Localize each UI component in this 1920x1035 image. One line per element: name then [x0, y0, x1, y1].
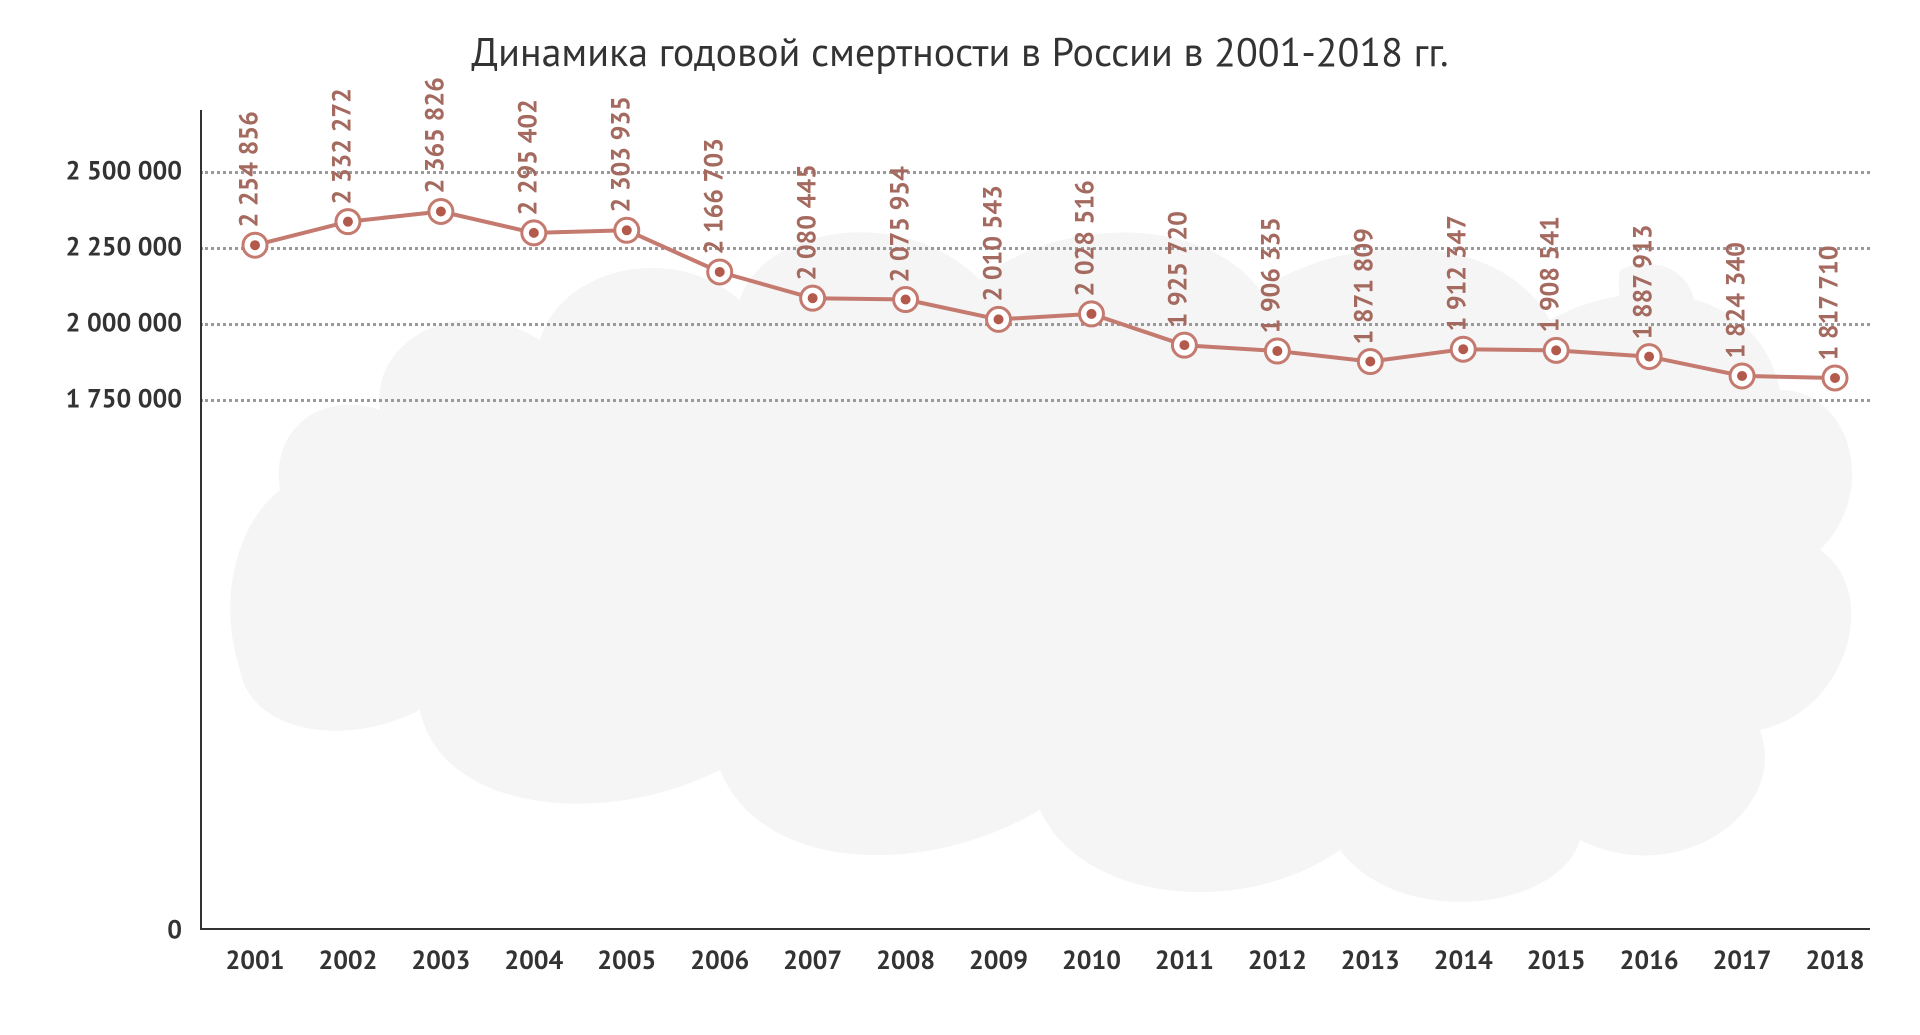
x-tick-label: 2007	[783, 944, 842, 977]
point-value-label: 1 906 335	[1255, 217, 1288, 333]
data-point	[801, 286, 825, 310]
data-point	[1823, 366, 1847, 390]
x-tick-label: 2003	[411, 944, 470, 977]
x-tick-label: 2009	[969, 944, 1028, 977]
point-value-label: 2 295 402	[511, 99, 544, 215]
data-point	[708, 260, 732, 284]
chart-title: Динамика годовой смертности в России в 2…	[0, 26, 1920, 78]
point-value-label: 2 166 703	[697, 138, 730, 254]
data-point	[1544, 338, 1568, 362]
x-tick-label: 2002	[318, 944, 377, 977]
data-point	[1172, 333, 1196, 357]
point-value-label: 2 254 856	[233, 111, 266, 227]
point-value-label: 2 365 826	[418, 78, 451, 194]
data-point	[1730, 364, 1754, 388]
data-point	[615, 218, 639, 242]
x-tick-label: 2016	[1620, 944, 1679, 977]
x-tick-label: 2015	[1527, 944, 1586, 977]
x-axis: 2001 2002 2003 2004 2005 2006 2007 2008 2009 2010…	[200, 944, 1870, 984]
line-series	[200, 110, 1870, 930]
point-value-label: 2 303 935	[604, 96, 637, 212]
x-tick-label: 2017	[1713, 944, 1772, 977]
mortality-chart: { "chart": { "type": "line", "title": "Д…	[0, 0, 1920, 1035]
data-point	[987, 307, 1011, 331]
point-value-label: 1 887 913	[1627, 224, 1660, 339]
data-point	[894, 288, 918, 312]
point-value-label: 2 080 445	[790, 164, 823, 280]
x-tick-label: 2005	[597, 944, 656, 977]
point-value-label: 1 871 809	[1348, 228, 1381, 344]
x-tick-label: 2013	[1341, 944, 1400, 977]
data-point	[522, 221, 546, 245]
data-point	[336, 210, 360, 234]
point-value-label: 1 824 340	[1720, 242, 1753, 358]
x-tick-label: 2014	[1434, 944, 1493, 977]
point-value-label: 2 075 954	[883, 166, 916, 282]
x-tick-label: 2004	[504, 944, 563, 977]
point-value-label: 2 010 543	[976, 186, 1009, 302]
data-point	[1451, 337, 1475, 361]
y-tick-label: 2 500 000	[66, 154, 182, 187]
x-tick-label: 2018	[1806, 944, 1865, 977]
data-point	[1358, 350, 1382, 374]
data-point	[243, 233, 267, 257]
y-tick-label: 1 750 000	[66, 382, 182, 415]
y-tick-label: 0	[167, 914, 182, 947]
point-value-label: 1 908 541	[1534, 217, 1567, 333]
data-point	[1265, 339, 1289, 363]
point-value-label: 1 817 710	[1813, 246, 1846, 361]
data-point	[1079, 302, 1103, 326]
y-tick-label: 2 250 000	[66, 230, 182, 263]
x-tick-label: 2010	[1062, 944, 1121, 977]
x-tick-label: 2001	[226, 944, 285, 977]
x-tick-label: 2011	[1155, 944, 1214, 977]
point-value-label: 1 925 720	[1162, 211, 1195, 327]
y-axis: 01 750 0002 000 0002 250 0002 500 000	[0, 110, 182, 930]
y-tick-label: 2 000 000	[66, 306, 182, 339]
plot-area: 2 254 8562 332 2722 365 8262 295 4022 30…	[200, 110, 1870, 930]
point-value-label: 2 028 516	[1069, 180, 1102, 296]
point-value-label: 1 912 347	[1441, 215, 1474, 331]
x-tick-label: 2008	[876, 944, 935, 977]
series-line	[255, 212, 1835, 379]
data-point	[429, 199, 453, 223]
x-tick-label: 2012	[1248, 944, 1307, 977]
x-tick-label: 2006	[690, 944, 749, 977]
data-point	[1637, 345, 1661, 369]
point-value-label: 2 332 272	[325, 88, 358, 204]
